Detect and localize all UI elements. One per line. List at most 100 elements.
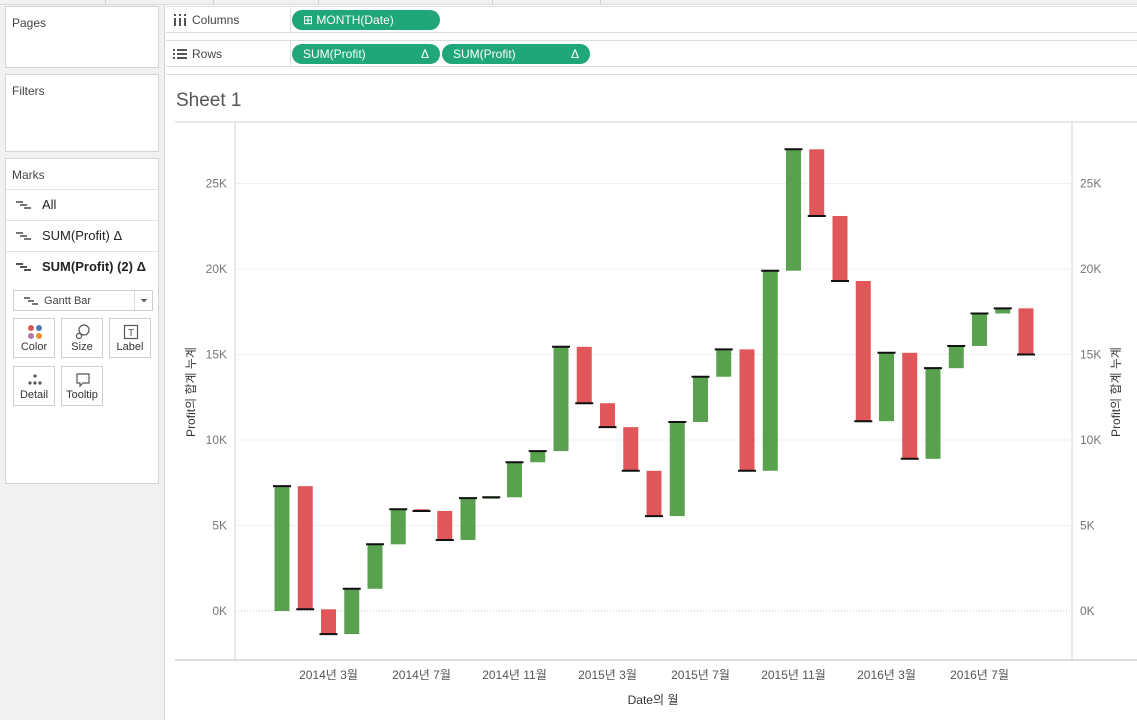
filters-title: Filters	[12, 84, 45, 98]
top-toolbar-strip	[0, 0, 1137, 5]
waterfall-bar[interactable]	[507, 462, 522, 498]
waterfall-bar[interactable]	[460, 498, 476, 541]
waterfall-bar[interactable]	[902, 352, 918, 459]
waterfall-bar[interactable]	[716, 349, 732, 377]
y-axis-label-right: Profit의 합계 누계	[1109, 347, 1123, 437]
sum-profit-pill-2[interactable]: SUM(Profit) Δ	[442, 44, 590, 64]
columns-shelf[interactable]: Columns ⊞ MONTH(Date)	[166, 6, 1137, 33]
y-tick-label-left: 10K	[206, 433, 227, 447]
waterfall-bar[interactable]	[995, 308, 1011, 314]
gantt-icon	[16, 201, 31, 209]
waterfall-bar[interactable]	[972, 313, 987, 346]
x-tick-label: 2014년 11월	[482, 668, 547, 682]
marks-item-all[interactable]: All	[6, 189, 158, 220]
sheet-area: Sheet 1	[166, 74, 1137, 720]
y-tick-label-right: 20K	[1080, 262, 1101, 276]
rows-label: Rows	[192, 47, 223, 61]
size-button-label: Size	[71, 341, 93, 353]
gantt-icon	[16, 232, 31, 240]
pages-card[interactable]: Pages	[5, 6, 159, 68]
pill-label: ⊞ MONTH(Date)	[303, 13, 394, 27]
waterfall-bar[interactable]	[344, 588, 360, 635]
waterfall-bar[interactable]	[390, 509, 406, 545]
waterfall-bar[interactable]	[739, 349, 755, 471]
y-tick-label-left: 25K	[206, 177, 227, 191]
y-tick-label-right: 10K	[1080, 433, 1101, 447]
waterfall-bar[interactable]	[855, 280, 871, 422]
detail-button[interactable]: Detail	[13, 366, 55, 406]
marks-item-sum-profit[interactable]: SUM(Profit) Δ	[6, 220, 158, 251]
chevron-down-icon[interactable]	[134, 291, 152, 310]
delta-icon: Δ	[570, 47, 579, 61]
size-button[interactable]: Size	[61, 318, 103, 358]
pill-text: MONTH(Date)	[316, 13, 394, 27]
waterfall-bar[interactable]	[576, 346, 592, 404]
y-tick-label-right: 5K	[1080, 519, 1095, 533]
y-axis-ticks: 0K 0K 5K 5K 10K 10K 15K 15K 20K 20K 25K 25K	[206, 177, 1102, 619]
waterfall-bar[interactable]	[879, 352, 894, 422]
color-button[interactable]: Color	[13, 318, 55, 358]
pill-text: SUM(Profit)	[453, 47, 516, 61]
sum-profit-pill-1[interactable]: SUM(Profit) Δ	[292, 44, 440, 64]
y-tick-label-left: 20K	[206, 262, 227, 276]
waterfall-bar[interactable]	[786, 149, 801, 271]
gridlines	[175, 121, 1137, 661]
sheet-title: Sheet 1	[176, 90, 242, 111]
svg-text:T: T	[128, 328, 134, 339]
detail-button-label: Detail	[19, 389, 49, 401]
y-tick-label-left: 5K	[212, 519, 227, 533]
mark-type-dropdown[interactable]: Gantt Bar	[13, 290, 153, 311]
filters-card[interactable]: Filters	[5, 74, 159, 152]
color-button-label: Color	[20, 341, 48, 353]
y-tick-label-right: 0K	[1080, 604, 1095, 618]
waterfall-bar[interactable]	[297, 486, 313, 610]
waterfall-bar[interactable]	[832, 215, 848, 281]
waterfall-bar[interactable]	[437, 510, 453, 541]
marks-card: Marks All SUM(Profit) Δ SUM(Profit) (2) …	[5, 158, 159, 484]
mark-type-label: Gantt Bar	[44, 295, 92, 307]
waterfall-bar[interactable]	[1018, 308, 1034, 355]
waterfall-bar[interactable]	[600, 403, 615, 428]
pages-title: Pages	[12, 16, 47, 30]
waterfall-bar[interactable]	[925, 368, 941, 459]
waterfall-bar[interactable]	[762, 270, 778, 471]
y-tick-label-left: 15K	[206, 348, 227, 362]
color-dots-icon	[28, 325, 42, 339]
waterfall-bar[interactable]	[693, 376, 708, 423]
month-date-pill[interactable]: ⊞ MONTH(Date)	[292, 10, 440, 30]
waterfall-bar[interactable]	[646, 470, 662, 517]
waterfall-bar[interactable]	[623, 427, 639, 471]
gantt-icon	[24, 297, 38, 305]
x-tick-label: 2016년 3월	[857, 668, 916, 682]
marks-item-label: SUM(Profit) Δ	[42, 228, 123, 243]
marks-item-sum-profit-2[interactable]: SUM(Profit) (2) Δ	[6, 251, 158, 282]
y-tick-label-right: 15K	[1080, 348, 1101, 362]
tooltip-button[interactable]: Tooltip	[61, 366, 103, 406]
chart-totals	[273, 148, 1035, 636]
delta-icon: Δ	[420, 47, 429, 61]
x-axis-ticks: 2014년 3월 2014년 7월 2014년 11월 2015년 3월 2015년 7…	[299, 668, 1009, 682]
waterfall-bar[interactable]	[321, 609, 336, 635]
waterfall-bar[interactable]	[948, 345, 964, 369]
y-tick-label-left: 0K	[212, 604, 227, 618]
rows-icon	[173, 49, 187, 59]
columns-icon	[174, 14, 186, 26]
x-axis-label: Date의 월	[628, 693, 679, 707]
waterfall-bar[interactable]	[809, 149, 825, 216]
rows-shelf[interactable]: Rows SUM(Profit) Δ SUM(Profit) Δ	[166, 40, 1137, 67]
x-tick-label: 2014년 7월	[392, 668, 451, 682]
waterfall-bar[interactable]	[367, 544, 383, 589]
waterfall-bar[interactable]	[553, 346, 569, 452]
waterfall-bar[interactable]	[669, 422, 685, 517]
x-tick-label: 2015년 11월	[761, 668, 826, 682]
shelf-divider	[290, 41, 291, 66]
pill-text: SUM(Profit)	[303, 47, 366, 61]
tooltip-icon	[76, 373, 90, 388]
detail-dots-icon	[28, 374, 42, 385]
label-button[interactable]: T Label	[109, 318, 151, 358]
waterfall-bar[interactable]	[274, 486, 290, 611]
label-button-label: Label	[116, 341, 144, 353]
waterfall-bar[interactable]	[530, 451, 546, 463]
x-tick-label: 2015년 7월	[671, 668, 730, 682]
